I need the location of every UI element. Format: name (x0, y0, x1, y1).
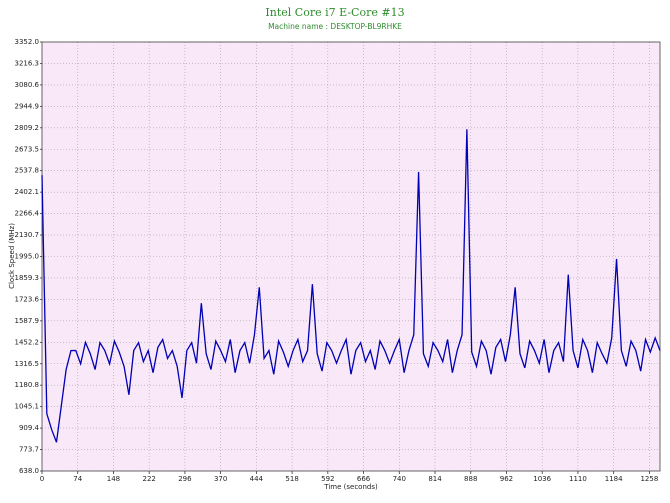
x-tick-label: 148 (107, 475, 120, 483)
x-tick-label: 1036 (533, 475, 551, 483)
x-tick-label: 0 (40, 475, 44, 483)
x-tick-label: 518 (285, 475, 298, 483)
y-tick-label: 2130.7 (15, 231, 40, 239)
y-tick-label: 2809.2 (15, 124, 40, 132)
x-tick-label: 962 (500, 475, 513, 483)
y-tick-label: 3352.0 (15, 38, 40, 46)
chart-subtitle: Machine name : DESKTOP-BL9RHKE (268, 22, 402, 31)
x-tick-label: 814 (428, 475, 442, 483)
x-tick-label: 1258 (640, 475, 658, 483)
y-tick-label: 2673.5 (15, 145, 40, 153)
y-tick-label: 773.7 (19, 446, 39, 454)
x-tick-label: 1184 (605, 475, 623, 483)
x-tick-label: 222 (142, 475, 155, 483)
x-tick-label: 370 (214, 475, 227, 483)
x-axis-label: Time (seconds) (323, 483, 378, 491)
y-tick-label: 1995.0 (15, 253, 40, 261)
chart-title: Intel Core i7 E-Core #13 (265, 6, 404, 19)
y-axis-label: Clock Speed (MHz) (8, 223, 16, 289)
plot-border (41, 41, 661, 472)
x-tick-label: 888 (464, 475, 477, 483)
y-tick-label: 3080.6 (15, 81, 40, 89)
y-tick-label: 1316.5 (15, 360, 40, 368)
x-tick-label: 592 (321, 475, 334, 483)
y-tick-label: 2944.9 (15, 102, 40, 110)
y-tick-label: 1723.6 (15, 295, 40, 303)
x-tick-label: 1110 (569, 475, 587, 483)
x-tick-label: 74 (73, 475, 82, 483)
y-tick-label: 1045.1 (15, 403, 40, 411)
x-tick-label: 740 (393, 475, 406, 483)
y-tick-label: 2402.1 (15, 188, 40, 196)
y-tick-label: 1859.3 (15, 274, 40, 282)
y-tick-label: 3216.3 (15, 59, 40, 67)
y-tick-label: 2537.8 (15, 167, 40, 175)
y-tick-label: 1452.2 (15, 338, 40, 346)
y-tick-label: 2266.4 (15, 210, 40, 218)
x-tick-label: 444 (250, 475, 264, 483)
y-tick-label: 1180.8 (15, 381, 40, 389)
x-tick-label: 666 (357, 475, 371, 483)
y-tick-label: 638.0 (19, 467, 39, 475)
data-line (41, 129, 661, 443)
y-tick-label: 1587.9 (15, 317, 40, 325)
y-tick-label: 909.4 (19, 424, 40, 432)
x-tick-label: 296 (178, 475, 192, 483)
